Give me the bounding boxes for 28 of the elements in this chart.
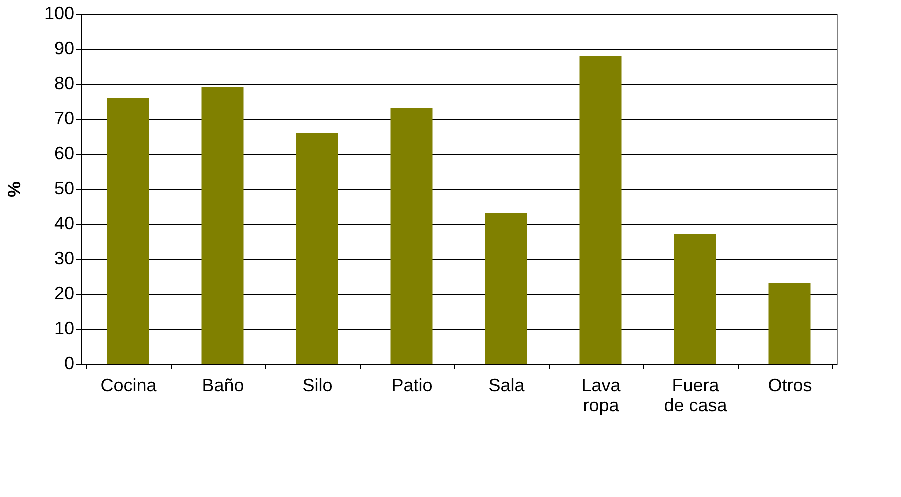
y-tick-label: 70: [54, 108, 74, 128]
y-tick-label: 60: [54, 144, 74, 164]
bar: [580, 56, 622, 364]
x-tick-label: Fuera de casa: [664, 376, 728, 416]
y-tick-label: 40: [54, 214, 74, 234]
x-tick-label: Cocina: [100, 376, 158, 396]
x-tick-label: Lava ropa: [582, 376, 622, 416]
bar: [202, 88, 244, 364]
bar: [674, 234, 716, 364]
bar: [485, 214, 528, 364]
y-tick-label: 90: [54, 38, 74, 58]
x-tick-label: Silo: [302, 376, 333, 396]
x-tick-label: Sala: [488, 376, 526, 396]
y-tick-label: 50: [54, 178, 74, 198]
y-tick-label: 100: [44, 4, 74, 24]
y-axis-title: %: [4, 181, 24, 198]
y-tick-label: 20: [54, 284, 74, 304]
bar: [296, 133, 338, 364]
y-tick-label: 0: [64, 354, 74, 374]
bar: [390, 108, 433, 364]
y-tick-label: 30: [54, 248, 74, 268]
y-tick-label: 10: [54, 318, 74, 338]
bar: [768, 284, 811, 364]
x-tick-label: Otros: [768, 376, 812, 396]
x-tick-label: Baño: [202, 376, 244, 396]
x-tick-label: Patio: [392, 376, 433, 396]
y-tick-label: 80: [54, 74, 74, 94]
bar: [107, 98, 150, 364]
